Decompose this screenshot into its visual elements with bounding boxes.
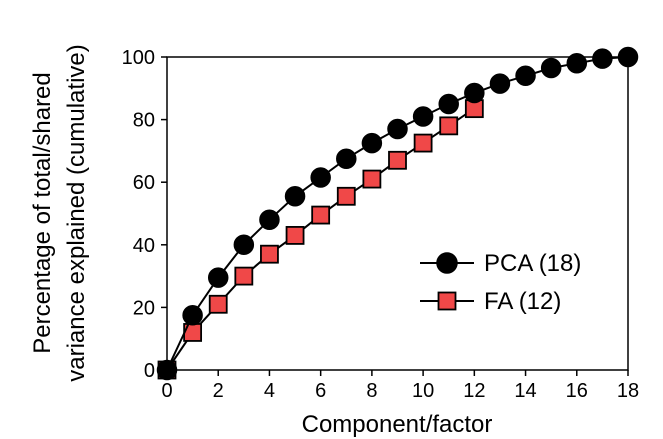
y-axis-label-line-2: variance explained (cumulative)	[63, 44, 90, 382]
data-point	[464, 82, 485, 104]
x-tick-label: 16	[566, 380, 588, 402]
data-point	[362, 169, 382, 189]
data-point	[311, 205, 331, 225]
data-point	[412, 106, 434, 127]
y-tick-label: 40	[133, 235, 155, 257]
x-tick-label: 10	[412, 380, 434, 402]
y-axis-label-line-1: Percentage of total/shared	[29, 72, 56, 354]
legend: PCA (18) FA (12)	[420, 250, 581, 315]
x-tick-label: 6	[315, 380, 326, 402]
data-point	[259, 209, 280, 231]
data-point	[489, 73, 511, 94]
data-point	[361, 132, 383, 154]
x-tick-label: 18	[617, 380, 639, 402]
data-point	[336, 186, 356, 206]
data-point	[592, 48, 613, 69]
data-point	[260, 244, 279, 264]
data-point	[540, 57, 562, 79]
series-fa	[157, 99, 484, 380]
data-point	[336, 148, 357, 169]
data-point	[439, 116, 459, 136]
y-tick-label: 0	[144, 360, 155, 382]
data-point	[413, 133, 433, 153]
data-point	[156, 359, 178, 381]
data-point	[387, 118, 408, 140]
series-line	[166, 56, 629, 371]
y-tick-label: 80	[133, 110, 155, 132]
series-layer	[156, 46, 639, 381]
data-point	[285, 226, 305, 245]
data-point	[284, 186, 306, 207]
x-tick-label: 8	[366, 380, 377, 402]
y-tick-label: 60	[133, 172, 155, 194]
x-tick-label: 0	[161, 380, 172, 402]
legend-entry: PCA (18)	[420, 250, 581, 277]
x-tick-label: 4	[264, 380, 275, 402]
data-point	[208, 294, 228, 314]
legend-marker	[436, 252, 458, 274]
data-point	[438, 93, 459, 115]
x-tick-label: 2	[213, 380, 224, 402]
legend-marker	[437, 291, 457, 311]
legend-entry: FA (12)	[420, 288, 561, 315]
x-tick-label: 12	[463, 380, 485, 402]
legend-label: PCA (18)	[484, 250, 581, 277]
data-point	[515, 65, 536, 87]
legend-label: FA (12)	[484, 288, 561, 315]
data-point	[388, 150, 407, 170]
y-tick-label: 20	[133, 297, 155, 319]
y-axis-label: Percentage of total/shared variance expl…	[29, 44, 90, 382]
data-point	[234, 266, 254, 286]
data-point	[182, 304, 203, 326]
data-point	[207, 267, 229, 288]
y-tick-label: 100	[122, 47, 155, 69]
axes-layer: 0 2 4 6 8 10 12 14 16 18 0 20 40 60 80 100	[122, 47, 640, 402]
data-point	[566, 53, 588, 74]
x-tick-label: 14	[514, 380, 536, 402]
plot-frame	[166, 56, 629, 371]
data-point	[233, 234, 255, 256]
data-point	[310, 167, 331, 188]
x-axis-label: Component/factor	[302, 411, 493, 438]
series-pca	[156, 46, 639, 381]
data-point	[617, 46, 639, 68]
